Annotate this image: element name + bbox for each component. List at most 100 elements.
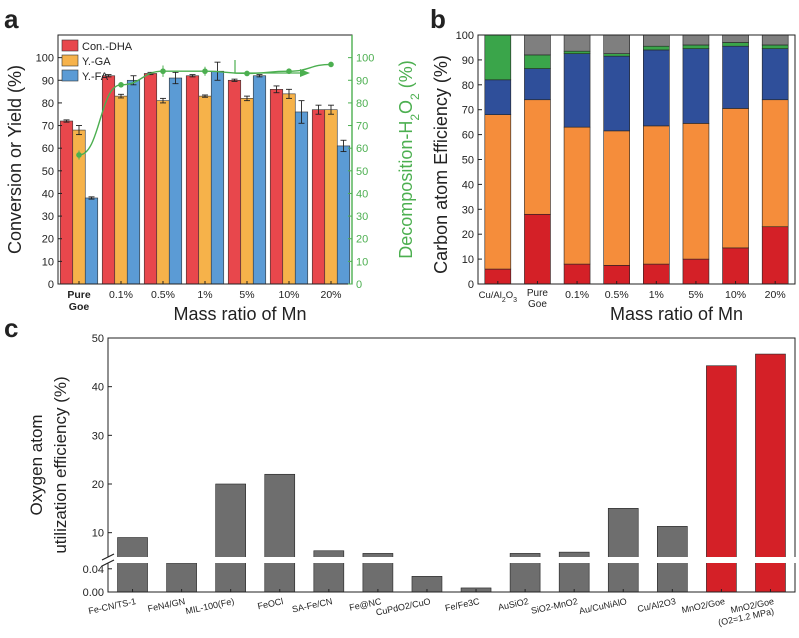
plot-frame	[107, 337, 796, 593]
y-tick-label: 10	[92, 528, 104, 540]
y-tick-label: 30	[462, 204, 474, 216]
bar	[607, 508, 639, 593]
legend-label: Y.-GA	[82, 56, 111, 68]
y-axis-label: Conversion or Yield (%)	[5, 65, 25, 254]
x-tick-label: 20%	[765, 289, 786, 301]
legend-label: Y.-FA	[82, 71, 109, 83]
y2-axis-label: Decomposition-H2O2 (%)	[396, 60, 422, 258]
x-tick-label: FeOCl	[257, 596, 285, 611]
stacked-segment	[722, 108, 749, 249]
x-tick-label: 10%	[278, 289, 299, 301]
stacked-segment	[761, 99, 789, 228]
stacked-segment	[722, 247, 749, 285]
bar	[84, 197, 99, 285]
y2-tick-label: 30	[356, 211, 368, 223]
bar	[252, 75, 267, 285]
axis-break-mark	[101, 559, 115, 567]
bar	[269, 89, 284, 285]
panel-c-chart: 10 20 30 40 50 0.00 0.04 Fe-CN/TS-1 FeN4/GNMIL-1…	[27, 333, 799, 628]
bar	[166, 562, 197, 593]
x-tick-label: SA-Fe/CN	[291, 596, 333, 614]
y2-tick-label: 90	[356, 75, 368, 87]
x-tick-label: 1%	[649, 289, 664, 301]
y-tick-label: 0.00	[83, 587, 104, 599]
x-tick-label: 0.1%	[565, 289, 589, 301]
stacked-segment	[603, 55, 630, 132]
y-tick-label: 40	[92, 382, 104, 394]
bar	[755, 353, 786, 593]
stacked-segment	[643, 45, 670, 51]
axis-arrow-head	[300, 69, 310, 77]
y-tick-label: 60	[462, 130, 474, 142]
y-tick-label: 10	[42, 256, 54, 268]
x-tick-label: Pure	[67, 289, 91, 301]
bar	[324, 109, 338, 285]
stacked-segment	[603, 34, 630, 54]
bar	[706, 365, 737, 593]
x-tick-label: Cu/Al2O3	[636, 596, 676, 614]
x-tick-label: 0.5%	[151, 289, 175, 301]
x-tick-label: Goe	[69, 301, 90, 313]
stacked-segment	[603, 130, 630, 266]
stacked-segment	[643, 125, 670, 265]
y-tick-label: 100	[36, 53, 54, 65]
stacked-segment	[682, 44, 710, 49]
h2o2-point	[160, 68, 166, 75]
x-tick-label: MnO2/Goe	[681, 596, 726, 615]
x-tick-label: 10%	[725, 289, 746, 301]
x-tick-label: FeN4/GN	[147, 596, 186, 614]
x-tick-label-part: 3	[513, 297, 517, 304]
axis-arrow	[234, 60, 300, 74]
h2o2-point	[76, 152, 82, 158]
stacked-segment	[761, 34, 789, 46]
h2o2-point	[202, 68, 208, 75]
stacked-segment	[603, 53, 630, 57]
y2-tick-label: 100	[356, 53, 374, 65]
y-tick-label: 70	[42, 121, 54, 133]
y-axis-label: Oxygen atom	[27, 414, 46, 515]
y-tick-label: 50	[92, 333, 104, 345]
stacked-segment	[524, 54, 551, 69]
panel-a-chart: 0 10 20 30 40 50 60 70 80 90 100 0 10 20 30 40 50 60 70 80 9…	[5, 34, 422, 324]
stacked-segment	[524, 99, 551, 215]
y-tick-label: 30	[92, 430, 104, 442]
stacked-segment	[722, 34, 749, 43]
stacked-segment	[484, 34, 512, 81]
stacked-segment	[682, 48, 710, 124]
bar	[185, 75, 200, 285]
y-tick-label: 60	[42, 143, 54, 155]
y-tick-label: 20	[462, 229, 474, 241]
y-tick-label: 80	[462, 80, 474, 92]
x-tick-label: AuSiO2	[497, 596, 529, 612]
x-tick-label: SiO2-MnO2	[530, 596, 579, 616]
x-tick-label: Au/CuNiAlO	[578, 596, 628, 616]
x-tick-label: Cu/Al2O3	[479, 290, 518, 304]
bar	[294, 111, 309, 285]
y-tick-label: 0	[468, 279, 474, 291]
y-tick-label: 20	[42, 234, 54, 246]
y-tick-label: 40	[462, 179, 474, 191]
x-tick-label-part: Cu/Al	[479, 290, 502, 301]
y2-tick-label: 80	[356, 98, 368, 110]
y2-tick-label: 50	[356, 166, 368, 178]
stacked-segment	[761, 226, 789, 285]
y2-tick-label: 0	[356, 279, 362, 291]
x-tick-label: 0.1%	[109, 289, 133, 301]
x-axis-label: Mass ratio of Mn	[173, 304, 306, 324]
panel-b-letter: b	[430, 4, 446, 34]
stacked-segment	[722, 42, 749, 47]
bar	[210, 70, 225, 285]
bar	[227, 79, 242, 285]
y-tick-label: 50	[462, 155, 474, 167]
x-tick-label: Pure	[527, 288, 549, 299]
stacked-segment	[722, 45, 749, 109]
y-tick-label: 0.04	[83, 564, 104, 576]
stacked-segment	[682, 34, 710, 46]
stacked-segment	[643, 34, 670, 47]
x-tick-label: Fe/Fe3C	[444, 596, 481, 613]
bar	[198, 95, 212, 285]
y-tick-label: 100	[456, 30, 474, 42]
